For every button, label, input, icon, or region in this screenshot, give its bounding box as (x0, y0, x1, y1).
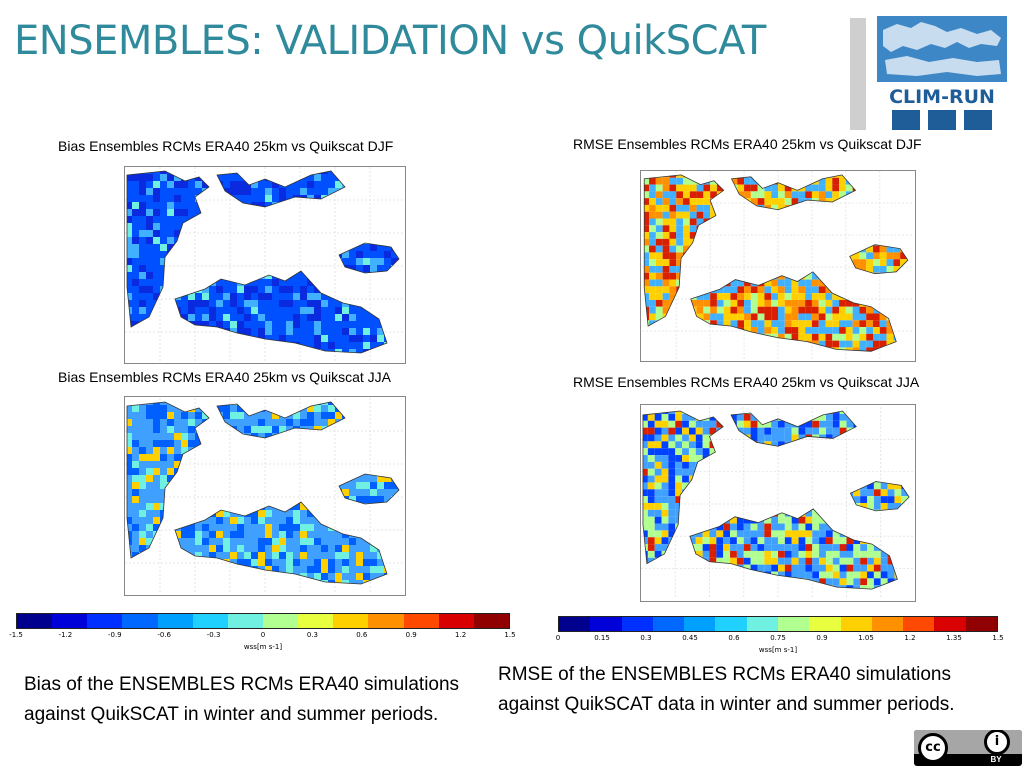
colorbar-swatch (621, 617, 653, 631)
colorbar-tick-label: 0.3 (640, 634, 652, 642)
colorbar-swatch (403, 614, 439, 628)
colorbar-swatch (777, 617, 810, 631)
rmse-jja-map (640, 404, 916, 602)
colorbar-swatch (157, 614, 193, 628)
colorbar-swatch (590, 617, 622, 631)
cc-license-badge[interactable]: cc i BY (914, 730, 1022, 766)
colorbar-swatch (934, 617, 966, 631)
colorbar-tick-label: 0 (555, 634, 561, 642)
colorbar-tick-label: 0.3 (306, 631, 318, 639)
logo-text: CLIM-RUN (889, 86, 995, 108)
colorbar-swatch (438, 614, 474, 628)
colorbar-tick-label: 1.35 (946, 634, 962, 642)
bias-colorbar-cells (16, 613, 510, 629)
sail-icon (928, 110, 956, 130)
bias-djf-map (124, 166, 406, 364)
wind-turbine-icon (964, 110, 992, 130)
page-title: ENSEMBLES: VALIDATION vs QuikSCAT (14, 18, 766, 64)
colorbar-swatch (333, 614, 369, 628)
colorbar-tick-label: -1.2 (58, 631, 73, 639)
rmse-colorbar: 0 0.15 0.3 0.45 0.6 0.75 0.9 1.05 1.2 1.35 1.5 wss… (555, 616, 1004, 654)
logo-map-image (877, 16, 1007, 82)
bias-colorbar: -1.5 -1.2 -0.9 -0.6 -0.3 0 0.3 0.6 0.9 1.2 1.5 wss… (9, 613, 516, 651)
colorbar-swatch (87, 614, 123, 628)
rmse-djf-map (640, 170, 916, 362)
colorbar-swatch (473, 614, 509, 628)
colorbar-swatch (192, 614, 228, 628)
bias-djf-title: Bias Ensembles RCMs ERA40 25km vs Quiksc… (58, 138, 394, 154)
creative-commons-icon: cc (918, 733, 948, 763)
colorbar-swatch (746, 617, 778, 631)
colorbar-swatch (122, 614, 158, 628)
rmse-djf-title: RMSE Ensembles RCMs ERA40 25km vs Quiksc… (573, 136, 922, 152)
colorbar-tick-label: 0.9 (816, 634, 828, 642)
rmse-colorbar-ticks: 0 0.15 0.3 0.45 0.6 0.75 0.9 1.05 1.2 1.35 1.5 (555, 632, 1004, 644)
colorbar-swatch (52, 614, 88, 628)
colorbar-swatch (17, 614, 53, 628)
colorbar-swatch (965, 617, 997, 631)
caption-right: RMSE of the ENSEMBLES RCMs ERA40 simulat… (498, 664, 955, 715)
colorbar-swatch (227, 614, 263, 628)
colorbar-swatch (652, 617, 685, 631)
logo-divider (850, 18, 866, 130)
colorbar-tick-label: 1.5 (992, 634, 1004, 642)
colorbar-swatch (368, 614, 404, 628)
colorbar-swatch (298, 614, 334, 628)
colorbar-tick-label: 0.15 (594, 634, 610, 642)
caption-left: Bias of the ENSEMBLES RCMs ERA40 simulat… (24, 674, 460, 725)
colorbar-tick-label: 0.9 (405, 631, 417, 639)
logo-icons (877, 110, 1007, 130)
rmse-colorbar-cells (558, 616, 998, 632)
colorbar-tick-label: 1.5 (504, 631, 516, 639)
colorbar-tick-label: 0.6 (356, 631, 368, 639)
colorbar-swatch (871, 617, 904, 631)
colorbar-swatch (684, 617, 716, 631)
colorbar-tick-label: -0.3 (206, 631, 221, 639)
colorbar-tick-label: 0.45 (682, 634, 698, 642)
attribution-icon: i (984, 730, 1010, 755)
colorbar-tick-label: 1.2 (904, 634, 916, 642)
bias-colorbar-unit: wss[m s-1] (243, 643, 283, 651)
rmse-colorbar-unit: wss[m s-1] (758, 646, 798, 654)
colorbar-swatch (262, 614, 299, 628)
colorbar-tick-label: 0.6 (728, 634, 740, 642)
colorbar-tick-label: -0.9 (107, 631, 122, 639)
bias-colorbar-ticks: -1.5 -1.2 -0.9 -0.6 -0.3 0 0.3 0.6 0.9 1.2 1.5 (9, 629, 515, 641)
bias-jja-title: Bias Ensembles RCMs ERA40 25km vs Quiksc… (58, 369, 391, 385)
colorbar-swatch (715, 617, 747, 631)
colorbar-swatch (840, 617, 872, 631)
sun-icon (892, 110, 920, 130)
colorbar-swatch (903, 617, 935, 631)
colorbar-tick-label: 0.75 (770, 634, 786, 642)
license-label: BY (990, 755, 1002, 764)
colorbar-tick-label: -0.6 (157, 631, 172, 639)
colorbar-tick-label: 1.05 (858, 634, 874, 642)
colorbar-tick-label: 1.2 (455, 631, 467, 639)
bias-jja-map (124, 396, 406, 596)
clim-run-logo: CLIM-RUN (877, 16, 1007, 130)
rmse-jja-title: RMSE Ensembles RCMs ERA40 25km vs Quiksc… (573, 374, 920, 390)
colorbar-tick-label: 0 (260, 631, 266, 639)
colorbar-swatch (809, 617, 841, 631)
colorbar-tick-label: -1.5 (9, 631, 23, 639)
colorbar-swatch (559, 617, 591, 631)
